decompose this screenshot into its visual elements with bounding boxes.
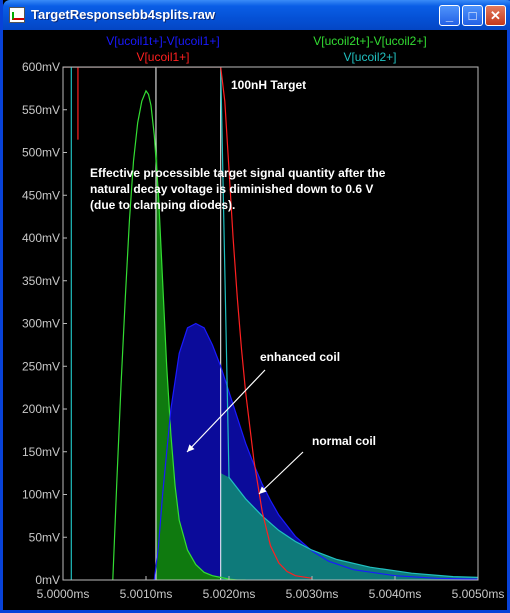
note-text-line: natural decay voltage is diminished down… bbox=[90, 182, 373, 196]
y-tick-label: 300mV bbox=[22, 317, 60, 331]
note-text-line: Effective processible target signal quan… bbox=[90, 166, 386, 180]
waveform-plot[interactable]: 0mV 50mV 100mV 150mV 200mV 250mV 300mV 350mV 400… bbox=[3, 0, 510, 613]
y-tick-label: 100mV bbox=[22, 488, 60, 502]
y-tick-label: 600mV bbox=[22, 60, 60, 74]
waveform-app-icon bbox=[9, 7, 25, 23]
enhanced-coil-arrow-head bbox=[187, 444, 195, 452]
y-tick-label: 450mV bbox=[22, 188, 60, 202]
area-ucoil2 bbox=[220, 473, 478, 580]
minimize-button[interactable]: _ bbox=[439, 5, 460, 26]
y-tick-label: 250mV bbox=[22, 359, 60, 373]
y-tick-label: 400mV bbox=[22, 231, 60, 245]
y-tick-label: 200mV bbox=[22, 402, 60, 416]
x-tick-label: 5.0000ms bbox=[37, 587, 90, 601]
y-tick-label: 550mV bbox=[22, 103, 60, 117]
y-tick-label: 500mV bbox=[22, 146, 60, 160]
normal-coil-arrow-head bbox=[259, 486, 267, 494]
window-title: TargetResponsebb4splits.raw bbox=[31, 7, 215, 22]
y-tick-label: 0mV bbox=[35, 573, 60, 587]
series-line-v-ucoil1t-v-ucoil1 bbox=[153, 322, 478, 580]
title-bar[interactable]: TargetResponsebb4splits.raw _ □ ✕ bbox=[3, 0, 510, 30]
x-tick-label: 5.0020ms bbox=[203, 587, 256, 601]
legend-entry-v-ucoil1t-v-ucoil1[interactable]: V[ucoil1t+]-V[ucoil1+] bbox=[106, 34, 219, 48]
x-tick-label: 5.0050ms bbox=[452, 587, 505, 601]
maximize-button[interactable]: □ bbox=[462, 5, 483, 26]
normal-coil-arrow bbox=[258, 451, 304, 495]
area-ucoil2-diff bbox=[156, 118, 221, 580]
legend-entry-v-ucoil2[interactable]: V[ucoil2+] bbox=[343, 50, 396, 64]
x-tick-label: 5.0010ms bbox=[120, 587, 173, 601]
y-tick-label: 150mV bbox=[22, 445, 60, 459]
normal-coil-label: normal coil bbox=[312, 434, 376, 448]
series-line-v-ucoil1 bbox=[63, 67, 313, 579]
x-tick-label: 5.0030ms bbox=[286, 587, 339, 601]
chart-title: 100nH Target bbox=[231, 78, 306, 92]
x-tick-label: 5.0040ms bbox=[369, 587, 422, 601]
series-line-v-ucoil2 bbox=[63, 67, 478, 578]
legend-entry-v-ucoil2t-v-ucoil2[interactable]: V[ucoil2t+]-V[ucoil2+] bbox=[313, 34, 426, 48]
enhanced-coil-label: enhanced coil bbox=[260, 350, 340, 364]
close-button[interactable]: ✕ bbox=[485, 5, 506, 26]
legend-entry-v-ucoil1[interactable]: V[ucoil1+] bbox=[136, 50, 189, 64]
y-tick-label: 350mV bbox=[22, 274, 60, 288]
series-line-v-ucoil2t-v-ucoil2 bbox=[112, 89, 246, 580]
enhanced-coil-arrow bbox=[186, 369, 266, 453]
note-text-line: (due to clamping diodes). bbox=[90, 198, 235, 212]
y-tick-label: 50mV bbox=[29, 530, 60, 544]
